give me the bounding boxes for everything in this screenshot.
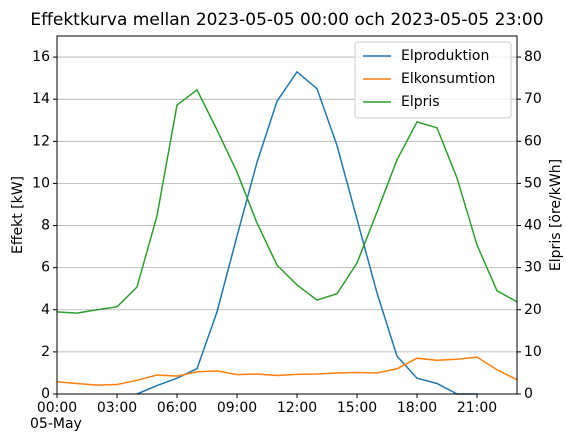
legend-box [354,41,512,119]
y2-tick-label: 80 [524,49,542,65]
y2-tick-label: 10 [524,344,542,360]
y-tick-label: 16 [32,49,50,65]
x-tick-label: 00:00 [37,400,77,416]
x-tick-label: 06:00 [157,400,197,416]
y2-tick-label: 20 [524,302,542,318]
x-tick-label: 18:00 [397,400,437,416]
legend-label: Elkonsumtion [401,71,495,87]
y-tick-label: 6 [41,260,50,276]
legend-label: Elproduktion [401,48,489,64]
plot-frame [56,35,518,395]
y-axis-label: Effekt [kW] [10,176,26,254]
y-tick-label: 12 [32,133,50,149]
y2-tick-label: 0 [524,386,533,402]
chart-title: Effektkurva mellan 2023-05-05 00:00 och … [30,10,543,30]
legend-label: Elpris [401,94,440,110]
y2-tick-label: 70 [524,91,542,107]
y-tick-label: 0 [41,386,50,402]
x-tick-label: 12:00 [277,400,317,416]
line-series [56,88,518,314]
y-tick-label: 8 [41,218,50,234]
y-tick-label: 14 [32,91,50,107]
y-tick-label: 2 [41,344,50,360]
line-series [136,70,477,395]
x-tick-label: 03:00 [97,400,137,416]
x-tick-label: 15:00 [337,400,377,416]
y-tick-label: 10 [32,175,50,191]
y2-tick-label: 50 [524,175,542,191]
y2-tick-label: 60 [524,133,542,149]
y2-tick-label: 40 [524,218,542,234]
x-sublabel: 05-May [30,416,82,432]
y2-axis-label: Elpris [öre/kWh] [548,159,564,271]
y2-tick-label: 30 [524,260,542,276]
x-tick-label: 09:00 [217,400,257,416]
y-tick-label: 4 [41,302,50,318]
x-tick-label: 21:00 [457,400,497,416]
line-series [56,356,518,386]
